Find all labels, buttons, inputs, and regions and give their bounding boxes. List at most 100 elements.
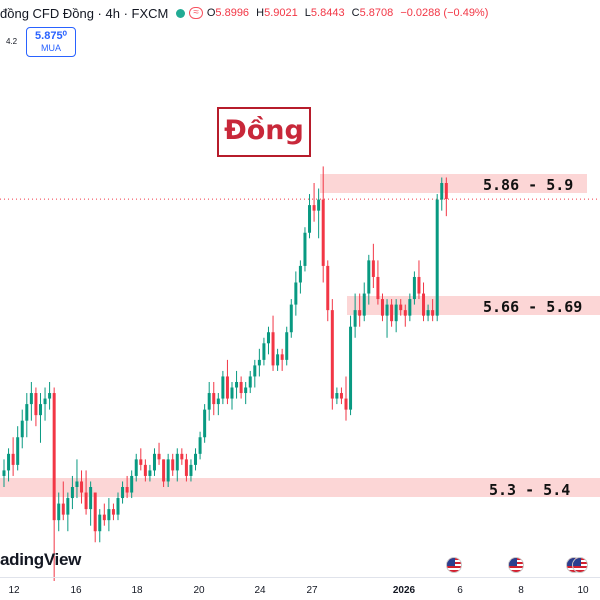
market-status-dot-icon — [176, 8, 186, 18]
candle-body — [344, 398, 348, 410]
time-tick-label: 2026 — [392, 585, 416, 596]
candle-body — [298, 265, 302, 283]
candle-body — [125, 487, 129, 493]
candle-body — [139, 459, 143, 465]
annotation-title[interactable]: Đồng — [217, 107, 311, 157]
close-value: 5.8708 — [359, 7, 394, 19]
candle-body — [285, 332, 289, 360]
candle-body — [162, 459, 166, 482]
candle-body — [48, 393, 52, 399]
low-label: L — [304, 7, 311, 19]
candle-body — [157, 453, 161, 460]
candle-body — [317, 199, 321, 211]
candle-body — [107, 509, 111, 521]
close-label: C — [351, 7, 360, 19]
candle-body — [130, 475, 134, 493]
buy-button[interactable]: 5.875⁰ MUA — [26, 27, 76, 57]
candle-body — [440, 183, 444, 200]
candle-body — [203, 409, 207, 438]
us-flag-event-icon[interactable] — [572, 557, 588, 573]
candle-body — [143, 464, 147, 476]
indicator-badge[interactable]: ≈ — [189, 7, 203, 19]
candle-body — [80, 481, 84, 493]
candle-body — [134, 459, 138, 476]
zone-label-middle: 5.66 - 5.69 — [483, 298, 583, 316]
candle-body — [57, 503, 61, 521]
candle-body — [417, 276, 421, 294]
candle-body — [66, 498, 70, 515]
candle-body — [2, 470, 6, 476]
time-tick-label: 8 — [518, 585, 524, 596]
tradingview-watermark: adingView — [0, 550, 82, 569]
candle-body — [362, 293, 366, 316]
candle-body — [294, 282, 298, 305]
candle-body — [385, 304, 389, 316]
low-value: 5.8443 — [310, 7, 345, 19]
candle-body — [349, 326, 353, 410]
time-axis-line — [0, 577, 600, 578]
open-label: O — [206, 7, 216, 19]
candle-body — [335, 393, 339, 399]
candle-body — [34, 393, 38, 416]
buy-label: MUA — [41, 43, 61, 53]
candle-body — [235, 381, 239, 388]
time-tick-label: 27 — [306, 585, 318, 596]
candle-body — [212, 393, 216, 405]
chart-header: đồng CFD Đồng · 4h · FXCM ≈ O5.8996 H5.9… — [0, 4, 492, 22]
candle-body — [175, 453, 179, 471]
zone-upper[interactable] — [320, 174, 587, 193]
candle-body — [121, 487, 125, 499]
candle-body — [353, 310, 357, 327]
candle-body — [43, 398, 47, 405]
us-flag-event-icon[interactable] — [508, 557, 524, 573]
candle-body — [289, 304, 293, 333]
candle-body — [248, 376, 252, 388]
candle-body — [116, 498, 120, 515]
candle-body — [308, 205, 312, 233]
candle-body — [339, 393, 343, 399]
zone-lower[interactable] — [0, 478, 600, 497]
candle-body — [70, 487, 74, 499]
candle-body — [262, 343, 266, 360]
time-tick-label: 16 — [70, 585, 82, 596]
zone-label-lower: 5.3 - 5.4 — [489, 481, 571, 499]
time-tick-label: 20 — [193, 585, 205, 596]
time-tick-label: 6 — [457, 585, 463, 596]
symbol-title[interactable]: đồng CFD Đồng · 4h · FXCM — [0, 5, 169, 21]
candle-body — [75, 481, 79, 487]
candle-body — [98, 514, 102, 532]
candle-body — [330, 310, 334, 399]
candle-body — [84, 492, 88, 510]
candle-body — [198, 437, 202, 454]
candle-body — [171, 459, 175, 471]
candle-body — [38, 404, 42, 416]
candle-body — [253, 365, 257, 377]
candle-body — [7, 453, 11, 471]
time-tick-label: 12 — [8, 585, 20, 596]
candle-body — [152, 453, 156, 471]
candle-body — [321, 199, 325, 266]
candle-body — [225, 376, 229, 399]
candle-body — [52, 393, 56, 521]
candle-body — [11, 453, 15, 465]
candle-body — [271, 332, 275, 366]
us-flag-event-icon[interactable] — [446, 557, 462, 573]
candle-body — [426, 310, 430, 316]
candle-body — [276, 354, 280, 366]
buy-price: 5.875⁰ — [35, 30, 67, 42]
candle-body — [326, 265, 330, 311]
candle-series — [2, 166, 448, 581]
candle-body — [367, 260, 371, 294]
candle-body — [266, 332, 270, 344]
leverage-value: 4.2 — [6, 37, 18, 46]
candle-body — [303, 232, 307, 266]
candle-body — [148, 470, 152, 476]
candle-body — [380, 299, 384, 316]
candle-body — [371, 260, 375, 277]
candle-body — [180, 453, 184, 460]
candle-body — [412, 276, 416, 300]
high-value: 5.9021 — [264, 7, 298, 19]
candle-body — [394, 304, 398, 322]
candle-body — [16, 437, 20, 465]
